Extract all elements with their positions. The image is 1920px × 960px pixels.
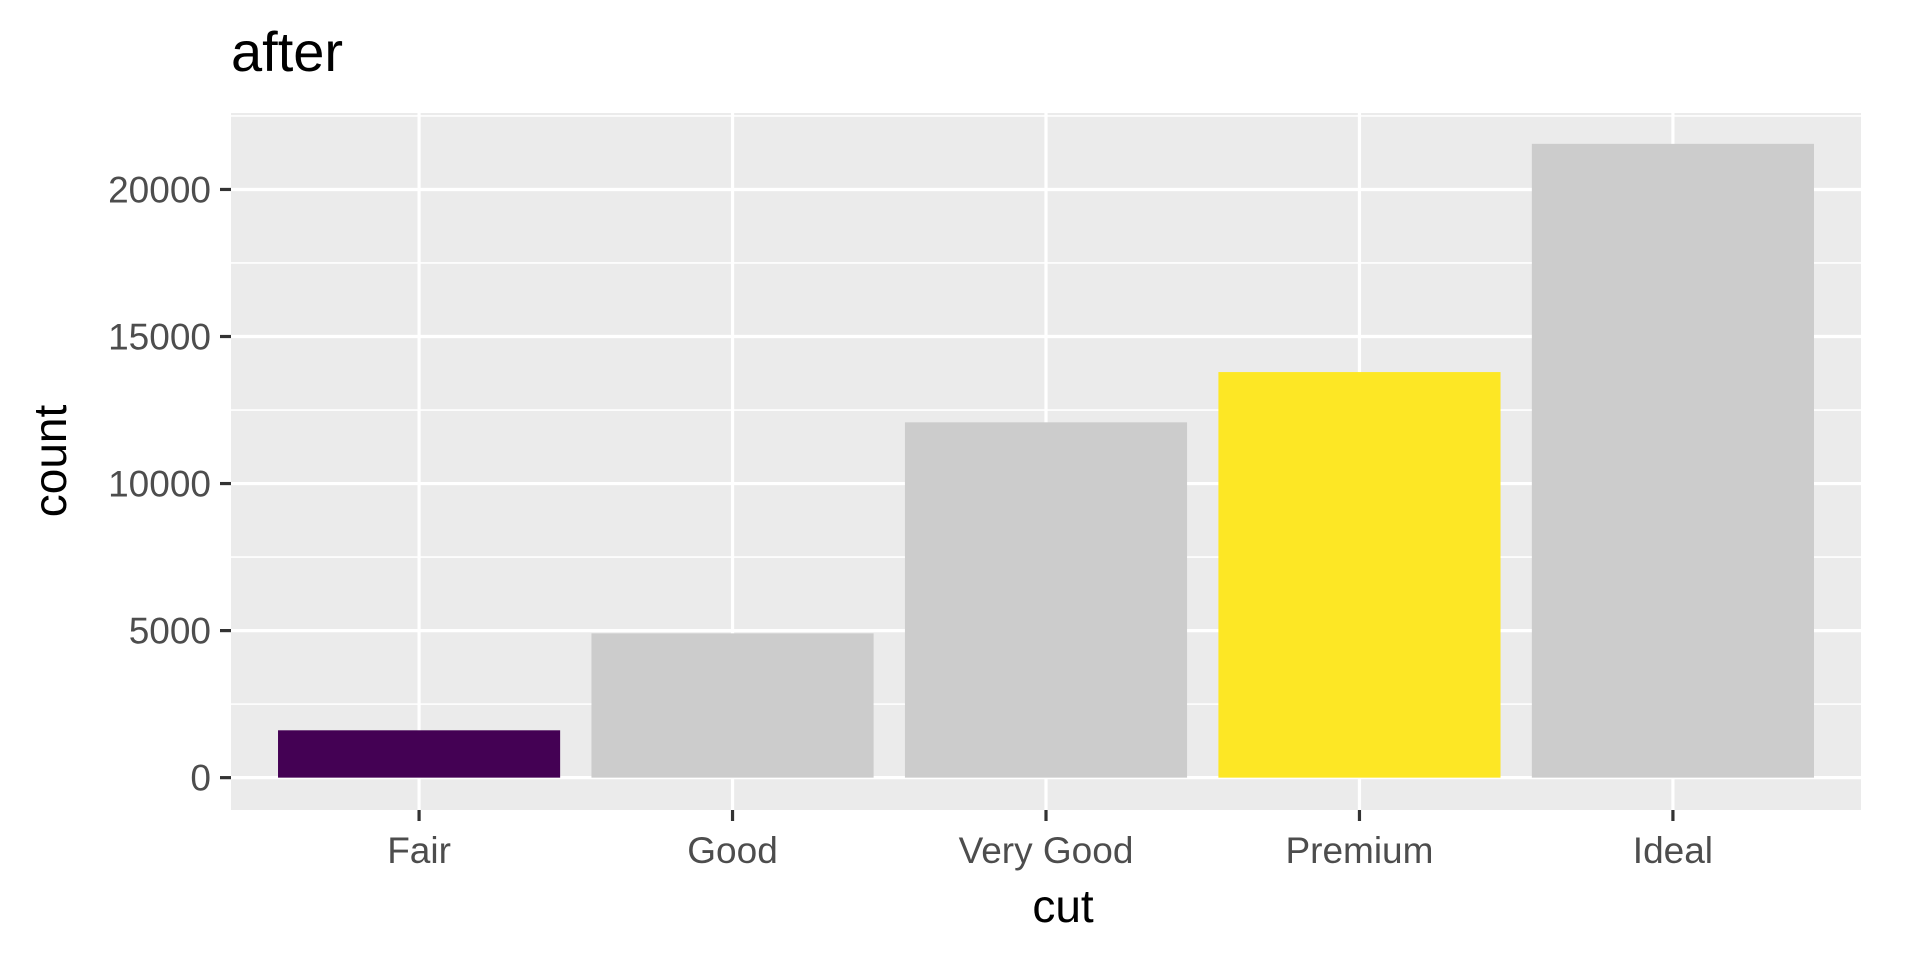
- bar-very-good: [904, 422, 1188, 778]
- y-axis: 0 5000 10000 15000 20000: [108, 169, 231, 799]
- chart-title: after: [231, 20, 343, 83]
- y-axis-title: count: [24, 405, 76, 518]
- bar-ideal: [1531, 143, 1814, 778]
- x-axis-title: cut: [1032, 880, 1094, 932]
- bar-premium: [1218, 372, 1501, 778]
- x-tick-label: Premium: [1285, 830, 1433, 871]
- x-tick-label: Ideal: [1633, 830, 1713, 871]
- bar-fair: [278, 730, 561, 778]
- x-tick-label: Very Good: [959, 830, 1134, 871]
- y-tick-label: 10000: [108, 464, 211, 505]
- y-tick-label: 0: [190, 758, 211, 799]
- bar-good: [591, 633, 874, 778]
- y-tick-label: 5000: [129, 611, 211, 652]
- x-axis: Fair Good Very Good Premium Ideal: [387, 810, 1713, 871]
- x-tick-label: Good: [687, 830, 778, 871]
- y-tick-label: 20000: [108, 169, 211, 210]
- y-tick-label: 15000: [108, 317, 211, 358]
- bars: [278, 143, 1814, 778]
- x-tick-label: Fair: [387, 830, 451, 871]
